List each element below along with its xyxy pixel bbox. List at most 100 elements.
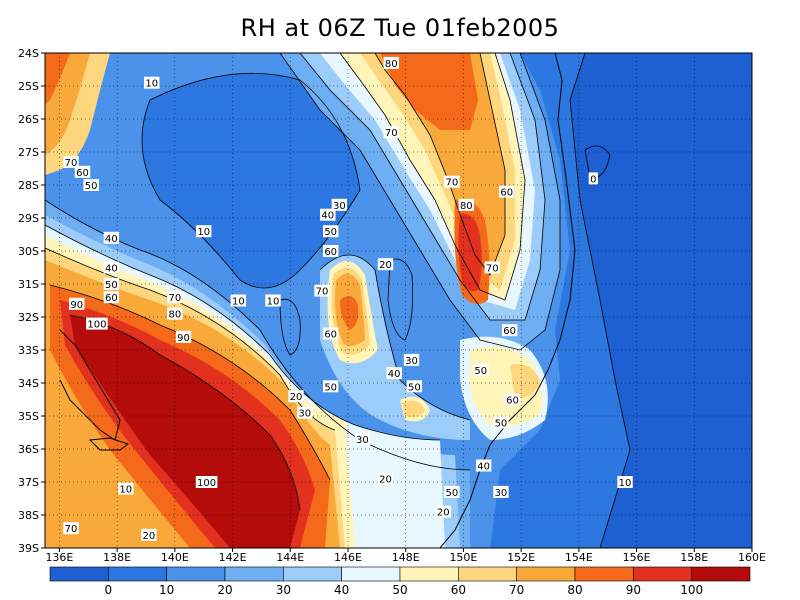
contour-label-text: 60: [105, 293, 118, 304]
contour-label-bg: [196, 225, 212, 238]
plot-frame: [44, 52, 753, 549]
contour-label-text: 80: [385, 59, 398, 70]
contour-label-bg: [175, 330, 192, 343]
rh-band-60-70-south: [402, 400, 425, 418]
contour-label-40: 30: [354, 433, 371, 446]
contour-label-text: 80: [168, 310, 181, 321]
contour-label-12: 50: [322, 225, 339, 238]
contour-label-text: 90: [177, 333, 190, 344]
colorbar-label-90: 90: [626, 583, 641, 597]
contour-label-bg: [167, 307, 183, 320]
coastline-east-australia: [439, 53, 576, 548]
contour-label-text: 40: [321, 211, 334, 222]
contour-label-text: 20: [437, 508, 450, 519]
contour-label-bg: [493, 416, 509, 429]
contour-label-text: 40: [477, 462, 490, 473]
contour-label-bg: [377, 472, 394, 485]
contour-label-bg: [499, 185, 515, 198]
x-tick-label-136E: 136E: [45, 551, 73, 564]
contour-label-text: 20: [379, 475, 392, 486]
contour-label-28: 60: [322, 327, 339, 341]
contour-label-text: 70: [65, 158, 78, 169]
contour-label-bg: [118, 482, 134, 495]
contour-label-text: 40: [105, 264, 118, 275]
contour-label-50: 20: [141, 528, 157, 542]
contour-label-text: 50: [105, 280, 118, 291]
contour-label-bg: [475, 459, 492, 472]
colorbar-label-30: 30: [276, 583, 291, 597]
contour-label-16: 20: [377, 258, 394, 271]
contour-label-15: 60: [322, 245, 339, 258]
contour-label-11: 80: [458, 198, 475, 212]
y-tick-label-28S: 28S: [18, 179, 39, 192]
colorbar-swatch-11: [691, 566, 751, 582]
coastline: [59, 53, 576, 548]
contour-label-49: 70: [63, 522, 79, 535]
x-tick-label-150E: 150E: [449, 551, 477, 564]
contour-label-bg: [144, 76, 160, 89]
colorbar-label-60: 60: [451, 583, 466, 597]
contour-label-bg: [322, 327, 339, 340]
contour-label-38: 30: [297, 406, 313, 420]
contour-label-30: 60: [501, 324, 518, 337]
contour-label-bg: [230, 294, 247, 307]
x-tick-label-158E: 158E: [680, 551, 708, 564]
contour-label-bg: [314, 284, 330, 297]
rh-band-80-90-center: [340, 296, 359, 330]
contour-label-text: 30: [356, 435, 369, 446]
contour-10-interior: [141, 72, 361, 289]
y-tick-label-25S: 25S: [18, 80, 39, 93]
colorbar-label-50: 50: [392, 583, 407, 597]
y-tick-label-29S: 29S: [18, 212, 39, 225]
contour-label-text: 70: [65, 524, 78, 535]
contour-label-bg: [444, 175, 460, 188]
contour-label-bg: [435, 505, 451, 518]
contour-label-17: 70: [484, 261, 500, 275]
contour-label-bg: [297, 406, 313, 419]
contour-label-41: 40: [475, 459, 492, 473]
contour-label-text: 50: [408, 382, 421, 393]
contour-label-text: 50: [495, 419, 508, 430]
contour-label-text: 50: [85, 181, 98, 192]
y-tick-label-39S: 39S: [18, 542, 39, 555]
contour-label-text: 50: [446, 488, 459, 499]
contour-label-36: 20: [288, 390, 304, 403]
contour-label-4: 60: [74, 165, 91, 179]
contour-label-18: 40: [103, 261, 120, 275]
contour-label-bg: [86, 317, 108, 330]
contour-label-bg: [69, 297, 85, 310]
y-tick-label-35S: 35S: [18, 410, 39, 423]
contour-label-27: 100: [86, 317, 108, 331]
colorbar-swatch-7: [458, 566, 517, 582]
contour-30-north: [299, 53, 546, 321]
y-tick-label-37S: 37S: [18, 476, 39, 489]
contour-label-text: 70: [316, 287, 329, 298]
coastline-kangaroo-island: [88, 437, 130, 451]
rh-band-0-10: [142, 73, 360, 288]
rh-band-90-100-center-east: [458, 214, 482, 292]
contour-label-text: 70: [168, 293, 181, 304]
contour-label-32: 50: [473, 363, 489, 377]
contour-label-21: 70: [314, 284, 330, 298]
contour-label-bg: [458, 198, 475, 211]
colorbar-swatch-0: [49, 566, 109, 582]
contour-label-46: 50: [444, 485, 460, 499]
x-tick-label-142E: 142E: [219, 551, 247, 564]
colorbar-label-70: 70: [509, 583, 524, 597]
y-tick-label-31S: 31S: [18, 278, 39, 291]
y-tick-label-33S: 33S: [18, 344, 39, 357]
contour-label-37: 60: [504, 393, 521, 407]
contour-label-text: 60: [324, 247, 337, 258]
y-tick-label-27S: 27S: [18, 146, 39, 159]
contour-label-23: 10: [230, 294, 247, 308]
colorbar: 0 10 20 30 40 50 60 70 80 90 100: [49, 566, 751, 597]
contour-label-22: 70: [167, 291, 183, 304]
contour-label-bg: [331, 198, 348, 211]
contour-100-west: [69, 314, 301, 511]
y-tick-label-24S: 24S: [18, 47, 39, 60]
contour-label-bg: [406, 380, 423, 393]
contour-label-bg: [63, 155, 79, 168]
contour-label-31: 30: [403, 353, 420, 367]
colorbar-swatch-10: [633, 566, 692, 582]
